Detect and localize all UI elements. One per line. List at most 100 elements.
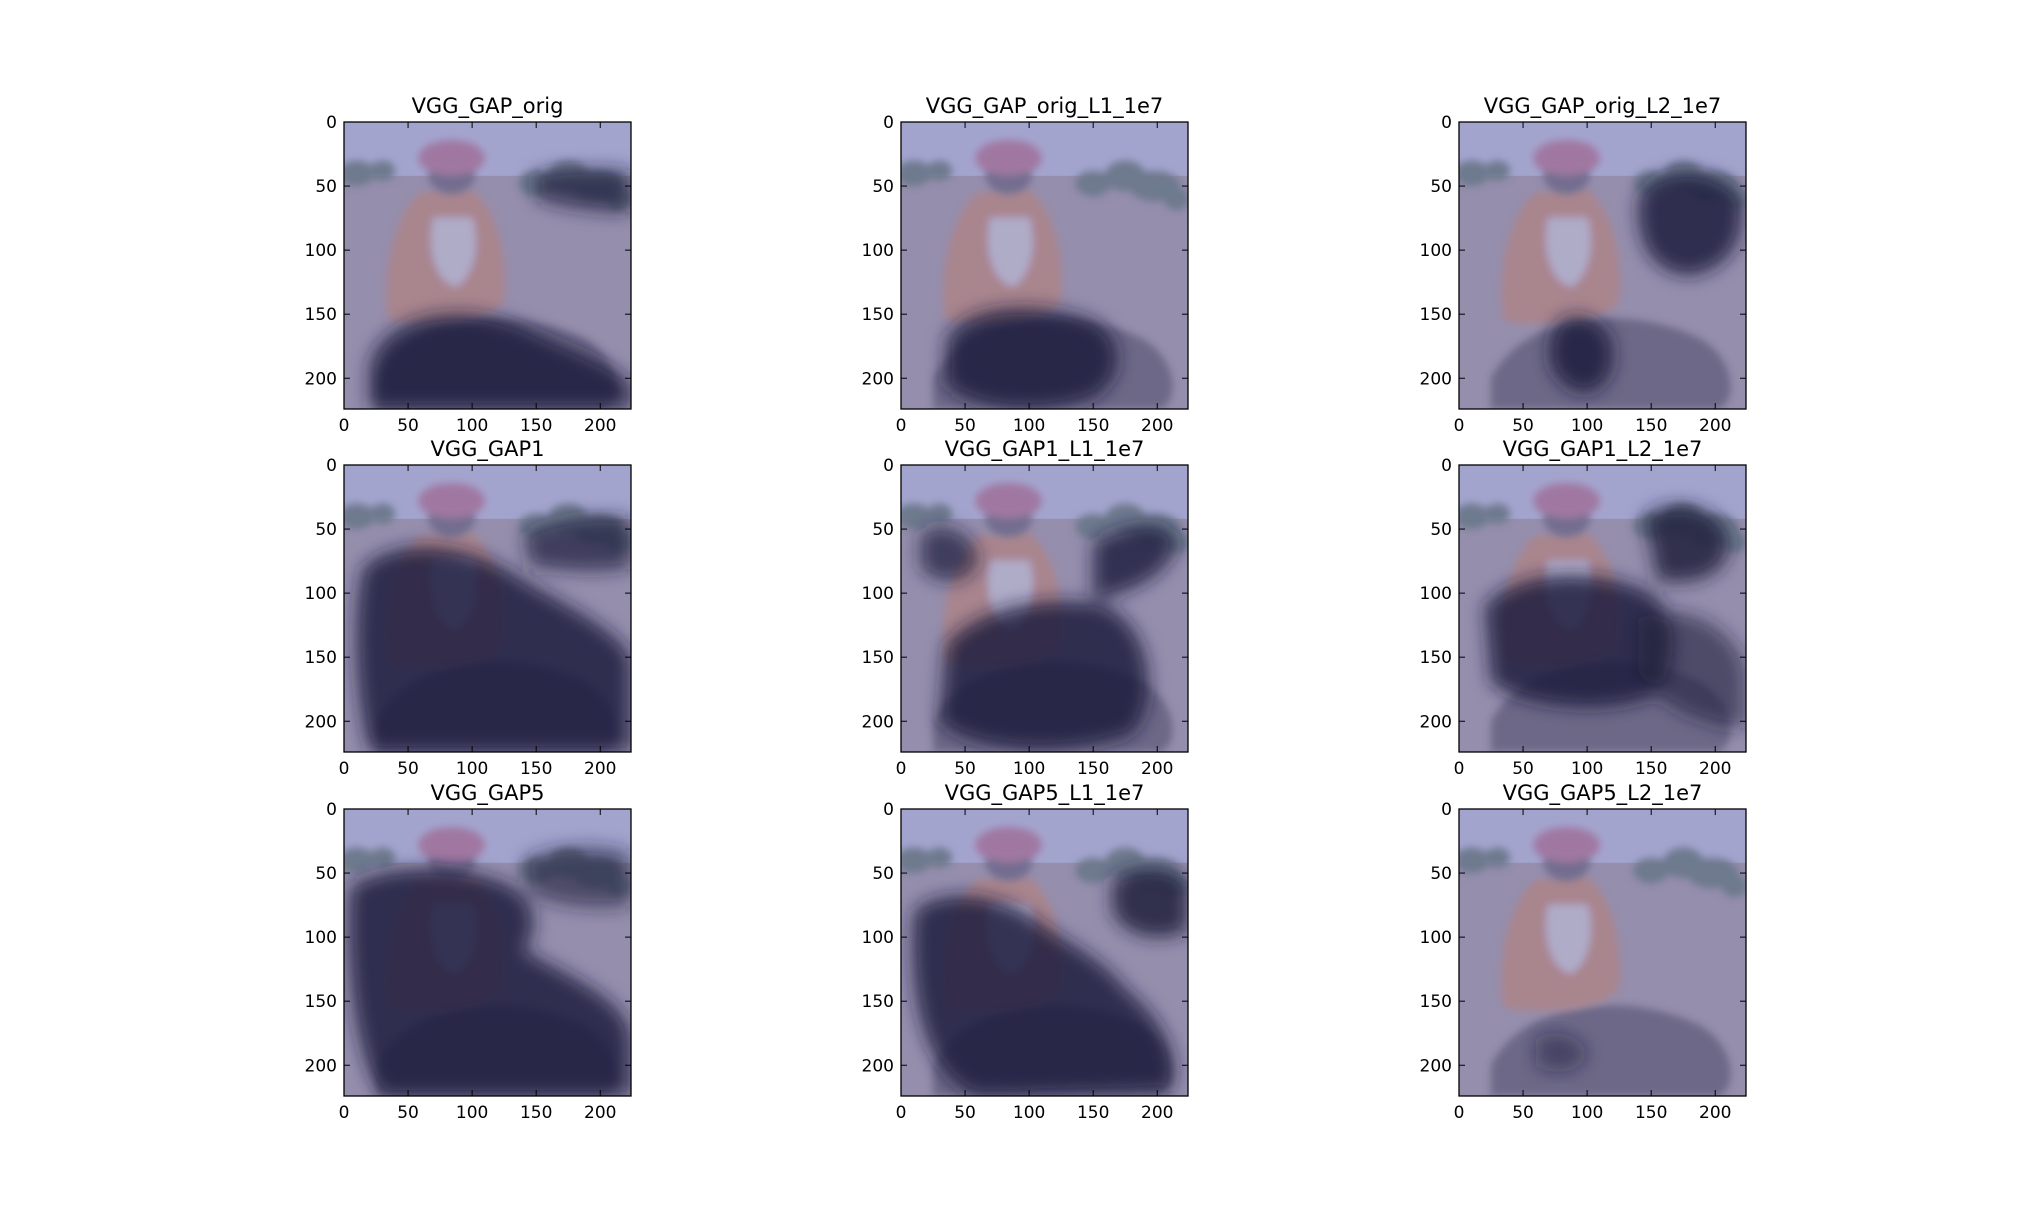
x-tick-label: 150 [1635,416,1667,436]
y-tick-label: 200 [862,369,894,389]
y-tick-label: 0 [1441,456,1452,476]
y-tick-label: 50 [315,520,337,540]
heatmap-image [339,122,632,409]
y-tick-label: 0 [883,113,894,133]
y-tick-label: 100 [862,584,894,604]
subplot: VGG_GAP_orig_L1_1e7 0 50 100 150 200 0 50 100 150… [862,94,1190,436]
x-tick-label: 200 [584,416,616,436]
panel-title: VGG_GAP1 [430,437,544,462]
x-tick-label: 50 [1512,1103,1534,1123]
y-tick-label: 200 [862,712,894,732]
x-tick-label: 100 [456,1103,488,1123]
x-tick-label: 200 [584,759,616,779]
y-tick-label: 150 [1420,992,1452,1012]
x-tick-label: 100 [1571,1103,1603,1123]
x-tick-label: 0 [896,1103,907,1123]
subplot: VGG_GAP_orig 0 50 100 150 200 0 50 100 150 200 [305,94,633,436]
y-tick-label: 150 [862,305,894,325]
heatmap-image [1454,122,1747,409]
panel-title: VGG_GAP5 [430,781,544,806]
y-tick-label: 100 [862,928,894,948]
panel-title: VGG_GAP_orig_L2_1e7 [1484,94,1722,119]
x-tick-label: 150 [1077,759,1109,779]
x-tick-label: 0 [339,1103,350,1123]
panel-title: VGG_GAP5_L1_1e7 [945,781,1145,806]
x-tick-label: 200 [1141,759,1173,779]
y-tick-label: 100 [862,241,894,261]
panel-title: VGG_GAP1_L2_1e7 [1503,437,1703,462]
panel-title: VGG_GAP1_L1_1e7 [945,437,1145,462]
x-tick-label: 100 [1013,1103,1045,1123]
y-tick-label: 0 [326,113,337,133]
subplot: VGG_GAP5_L1_1e7 0 50 100 150 200 0 50 100 150 200 [862,781,1190,1123]
y-tick-label: 100 [305,584,337,604]
x-tick-label: 200 [1141,416,1173,436]
y-tick-label: 50 [315,864,337,884]
y-tick-label: 50 [315,177,337,197]
panel-title: VGG_GAP_orig [412,94,564,119]
x-tick-label: 200 [1699,1103,1731,1123]
y-tick-label: 200 [1420,369,1452,389]
x-tick-label: 0 [896,416,907,436]
heatmap-image [896,809,1189,1096]
y-tick-label: 100 [1420,241,1452,261]
x-tick-label: 150 [1635,759,1667,779]
y-tick-label: 100 [1420,928,1452,948]
x-tick-label: 50 [1512,759,1534,779]
y-tick-label: 0 [883,456,894,476]
x-tick-label: 0 [339,759,350,779]
y-tick-label: 50 [1430,520,1452,540]
y-tick-label: 100 [1420,584,1452,604]
y-tick-label: 0 [326,456,337,476]
y-tick-label: 50 [1430,864,1452,884]
y-tick-label: 50 [872,864,894,884]
x-tick-label: 100 [456,759,488,779]
y-tick-label: 200 [1420,1056,1452,1076]
y-tick-label: 150 [305,648,337,668]
x-tick-label: 50 [397,416,419,436]
x-tick-label: 100 [456,416,488,436]
y-tick-label: 50 [872,177,894,197]
y-tick-label: 150 [1420,305,1452,325]
panel-title: VGG_GAP5_L2_1e7 [1503,781,1703,806]
heatmap-image [339,809,632,1096]
y-tick-label: 200 [305,712,337,732]
x-tick-label: 50 [397,1103,419,1123]
subplot: VGG_GAP5 0 50 100 150 200 0 50 100 150 200 [305,781,633,1123]
x-tick-label: 150 [520,416,552,436]
heatmap-image [1454,809,1747,1096]
x-tick-label: 0 [1454,759,1465,779]
y-tick-label: 50 [872,520,894,540]
y-tick-label: 50 [1430,177,1452,197]
x-tick-label: 150 [1077,416,1109,436]
x-tick-label: 0 [1454,416,1465,436]
y-tick-label: 0 [1441,113,1452,133]
x-tick-label: 200 [1699,416,1731,436]
subplot: VGG_GAP1_L2_1e7 0 50 100 150 200 0 50 100 150 200 [1420,437,1748,779]
y-tick-label: 0 [326,800,337,820]
x-tick-label: 0 [896,759,907,779]
x-tick-label: 50 [954,416,976,436]
subplot: VGG_GAP5_L2_1e70 50 100 150 200050100150200 [1420,781,1748,1123]
x-tick-label: 200 [584,1103,616,1123]
panel-title: VGG_GAP_orig_L1_1e7 [926,94,1164,119]
y-tick-label: 150 [305,305,337,325]
heatmap-image [896,465,1189,752]
y-tick-label: 150 [1420,648,1452,668]
heatmap-image [339,465,632,752]
activation-region [946,308,1117,409]
y-tick-label: 200 [1420,712,1452,732]
subplot: VGG_GAP1 0 50 100 150 200 0 50 100 150 200 [305,437,633,779]
x-tick-label: 50 [954,759,976,779]
x-tick-label: 50 [954,1103,976,1123]
y-tick-label: 0 [883,800,894,820]
x-tick-label: 150 [1077,1103,1109,1123]
x-tick-label: 0 [1454,1103,1465,1123]
subplot: VGG_GAP_orig_L2_1e70 50 100 150 200050100150… [1420,94,1748,436]
y-tick-label: 200 [305,369,337,389]
x-tick-label: 50 [397,759,419,779]
heatmap-overlay [1459,809,1746,1096]
x-tick-label: 150 [520,759,552,779]
